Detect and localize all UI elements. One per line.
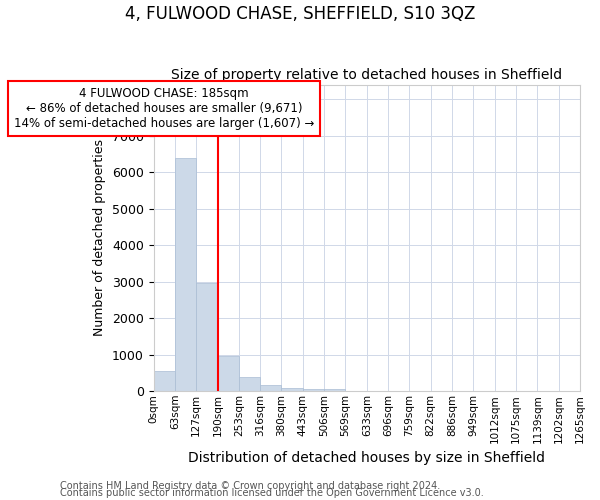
Bar xyxy=(239,378,260,391)
Bar xyxy=(154,371,175,391)
Bar xyxy=(281,388,303,391)
Bar xyxy=(260,386,281,391)
Bar xyxy=(196,284,218,391)
Y-axis label: Number of detached properties: Number of detached properties xyxy=(93,140,106,336)
Text: Contains public sector information licensed under the Open Government Licence v3: Contains public sector information licen… xyxy=(60,488,484,498)
Bar xyxy=(175,158,196,391)
Text: 4 FULWOOD CHASE: 185sqm
← 86% of detached houses are smaller (9,671)
14% of semi: 4 FULWOOD CHASE: 185sqm ← 86% of detache… xyxy=(14,87,314,130)
Title: Size of property relative to detached houses in Sheffield: Size of property relative to detached ho… xyxy=(171,68,562,82)
Text: Contains HM Land Registry data © Crown copyright and database right 2024.: Contains HM Land Registry data © Crown c… xyxy=(60,481,440,491)
Text: 4, FULWOOD CHASE, SHEFFIELD, S10 3QZ: 4, FULWOOD CHASE, SHEFFIELD, S10 3QZ xyxy=(125,5,475,23)
Bar xyxy=(324,390,346,391)
Bar xyxy=(303,390,324,391)
X-axis label: Distribution of detached houses by size in Sheffield: Distribution of detached houses by size … xyxy=(188,451,545,465)
Bar xyxy=(218,356,239,391)
